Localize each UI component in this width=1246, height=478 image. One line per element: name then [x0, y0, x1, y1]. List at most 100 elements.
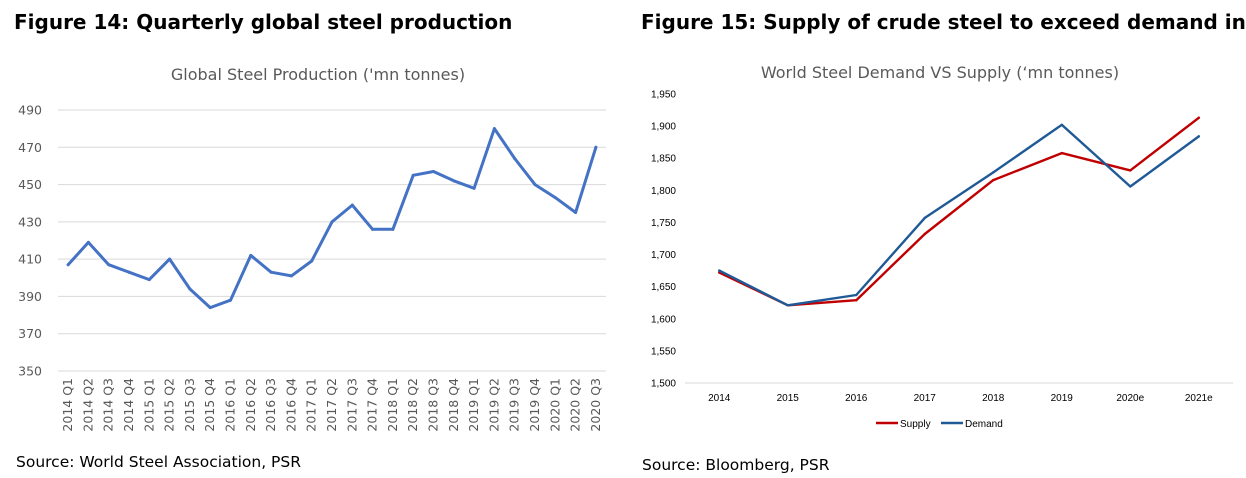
- chart14-x-tick-label: 2015 Q4: [202, 378, 217, 432]
- chart14-data-point: [229, 298, 233, 302]
- chart14-y-tick-label: 450: [18, 177, 42, 192]
- chart14-x-tick-label: 2020 Q2: [568, 378, 583, 432]
- chart14-data-point: [310, 259, 314, 263]
- figure-14-title: Figure 14: Quarterly global steel produc…: [14, 10, 513, 34]
- chart15-x-tick-label: 2014: [708, 393, 731, 404]
- chart15-x-tick-label: 2017: [914, 393, 937, 404]
- chart15-demand-point: [855, 293, 858, 297]
- chart15-y-tick-label: 1,950: [651, 90, 676, 101]
- figure-15-title: Figure 15: Supply of crude steel to exce…: [641, 10, 1246, 34]
- chart14-data-point: [492, 127, 496, 131]
- chart15-x-tick-label: 2018: [982, 393, 1005, 404]
- chart14-data-point: [168, 257, 172, 261]
- chart14-x-tick-label: 2016 Q1: [223, 378, 238, 432]
- chart14-x-tick-label: 2018 Q4: [446, 378, 461, 432]
- chart14-y-tick-label: 430: [18, 214, 42, 229]
- chart15-y-tick-label: 1,650: [651, 282, 676, 293]
- chart15-supply-point: [1129, 169, 1132, 172]
- chart14-data-point: [127, 270, 131, 274]
- figure-14-source: Source: World Steel Association, PSR: [16, 453, 302, 471]
- chart14-data-point: [289, 274, 293, 278]
- chart14-x-tick-label: 2017 Q4: [365, 378, 380, 432]
- chart14-x-tick-label: 2015 Q1: [141, 378, 156, 432]
- chart14-x-tick-label: 2016 Q2: [243, 378, 258, 432]
- chart14-x-tick-label: 2016 Q3: [263, 378, 278, 432]
- chart14-data-point: [431, 170, 435, 174]
- chart14-data-point: [411, 173, 415, 177]
- chart14-data-point: [594, 145, 598, 149]
- chart14-data-point: [371, 227, 375, 231]
- chart14-data-point: [574, 211, 578, 215]
- chart14-y-tick-label: 370: [18, 326, 42, 341]
- chart14-data-point: [452, 179, 456, 183]
- steel-demand-supply-chart: World Steel Demand VS Supply (‘mn tonnes…: [651, 63, 1233, 430]
- chart15-demand-point: [718, 269, 721, 272]
- chart14-data-point: [553, 196, 557, 200]
- chart15-y-tick-label: 1,700: [651, 250, 676, 261]
- chart14-x-tick-label: 2015 Q3: [182, 378, 197, 432]
- chart15-supply-point: [1060, 151, 1063, 155]
- chart14-x-tick-label: 2014 Q4: [121, 378, 136, 432]
- chart14-data-point: [66, 263, 70, 267]
- chart15-demand-point: [1129, 185, 1132, 188]
- chart15-x-tick-label: 2019: [1051, 393, 1074, 404]
- chart14-y-tick-label: 390: [18, 289, 42, 304]
- chart15-y-tick-label: 1,750: [651, 218, 676, 229]
- chart15-demand-point: [786, 304, 789, 307]
- chart15-y-tick-label: 1,800: [651, 186, 676, 197]
- chart15-demand-line: [718, 123, 1201, 307]
- chart15-legend-label-demand: Demand: [965, 419, 1003, 430]
- chart14-x-tick-label: 2018 Q3: [425, 378, 440, 432]
- chart15-y-tick-label: 1,900: [651, 122, 676, 133]
- chart14-data-point: [188, 287, 192, 291]
- chart14-x-tick-label: 2016 Q4: [283, 378, 298, 432]
- chart14-y-tick-label: 410: [18, 252, 42, 267]
- chart14-data-point: [513, 156, 517, 160]
- chart14-x-tick-label: 2020 Q1: [547, 378, 562, 432]
- chart14-x-tick-label: 2017 Q2: [324, 378, 339, 432]
- chart15-supply-point: [923, 232, 926, 236]
- chart15-x-tick-label: 2016: [845, 393, 868, 404]
- chart14-x-tick-label: 2019 Q3: [507, 378, 522, 432]
- chart14-data-point: [330, 220, 334, 224]
- chart15-y-tick-label: 1,550: [651, 346, 676, 357]
- chart14-data-point: [147, 278, 151, 282]
- chart14-x-tick-label: 2020 Q3: [588, 378, 603, 432]
- chart14-data-point: [107, 263, 111, 267]
- chart14-x-tick-label: 2018 Q2: [405, 378, 420, 432]
- chart14-data-point: [269, 270, 273, 274]
- chart15-legend-label-supply: Supply: [900, 419, 931, 430]
- chart14-x-tick-label: 2014 Q3: [101, 378, 116, 432]
- chart14-x-tick-label: 2019 Q1: [466, 378, 481, 432]
- chart14-y-tick-label: 350: [18, 364, 42, 379]
- chart14-data-point: [249, 253, 253, 257]
- chart14-data-point: [472, 186, 476, 190]
- chart14-y-tick-label: 490: [18, 103, 42, 118]
- global-steel-production-chart: Global Steel Production ('mn tonnes) 350…: [18, 65, 606, 432]
- chart14-data-point: [208, 306, 212, 310]
- chart15-supply-line: [718, 116, 1201, 307]
- chart15-x-tick-label: 2020e: [1116, 393, 1144, 404]
- chart14-data-point: [86, 240, 90, 244]
- chart14-x-tick-label: 2019 Q4: [527, 378, 542, 432]
- chart15-y-tick-label: 1,500: [651, 379, 676, 390]
- chart14-x-tick-label: 2015 Q2: [162, 378, 177, 432]
- chart15-y-tick-label: 1,850: [651, 154, 676, 165]
- chart15-title: World Steel Demand VS Supply (‘mn tonnes…: [761, 63, 1119, 82]
- chart15-y-tick-label: 1,600: [651, 314, 676, 325]
- chart14-x-tick-label: 2014 Q1: [60, 378, 75, 432]
- chart14-y-tick-label: 470: [18, 140, 42, 155]
- chart15-supply-point: [992, 178, 995, 182]
- chart14-x-tick-label: 2019 Q2: [486, 378, 501, 432]
- chart15-x-tick-label: 2021e: [1185, 393, 1213, 404]
- chart14-data-point: [350, 203, 354, 207]
- chart15-demand-point: [1060, 123, 1063, 127]
- chart15-x-tick-label: 2015: [777, 393, 800, 404]
- chart14-x-tick-label: 2018 Q1: [385, 378, 400, 432]
- chart15-demand-point: [923, 216, 926, 220]
- chart14-x-tick-label: 2017 Q3: [344, 378, 359, 432]
- chart14-data-point: [533, 183, 537, 187]
- chart14-data-point: [391, 227, 395, 231]
- chart14-x-tick-label: 2014 Q2: [80, 378, 95, 432]
